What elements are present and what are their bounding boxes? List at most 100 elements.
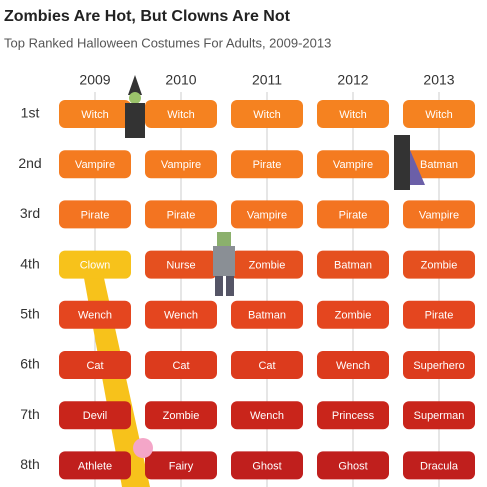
cell-text: Batman — [420, 159, 458, 171]
zombie-figure — [213, 232, 235, 296]
cell-text: Ghost — [338, 460, 367, 472]
cell — [59, 451, 131, 480]
cell-text: Batman — [334, 260, 372, 272]
row-label: 5th — [20, 306, 39, 322]
column-label: 2010 — [165, 72, 196, 88]
cell-text: Vampire — [75, 159, 115, 171]
witch-figure — [125, 75, 145, 138]
cell-text: Vampire — [333, 159, 373, 171]
cell — [145, 300, 217, 329]
cell-text: Wench — [78, 310, 112, 322]
batman-figure — [394, 135, 425, 190]
cell-text: Superman — [414, 410, 465, 422]
cell-text: Princess — [332, 410, 375, 422]
row-label: 1st — [21, 105, 40, 121]
row-label: 2nd — [18, 155, 41, 171]
cell — [317, 200, 389, 229]
cell-text: Cat — [172, 360, 189, 372]
cell — [145, 401, 217, 430]
cell-text: Pirate — [339, 209, 368, 221]
cell-text: Superhero — [413, 360, 464, 372]
row-label: 7th — [20, 406, 39, 422]
cell-text: Vampire — [247, 209, 287, 221]
cell-text: Pirate — [81, 209, 110, 221]
cell — [145, 451, 217, 480]
cell-text: Wench — [250, 410, 284, 422]
grid: 2009 2010 2011 2012 2013 1st Witch Witch Witch Wi… — [18, 72, 475, 480]
cell — [59, 150, 131, 179]
cell — [59, 200, 131, 229]
cell — [403, 451, 475, 480]
cell — [231, 150, 303, 179]
chart-title: Zombies Are Hot, But Clowns Are Not — [4, 8, 291, 25]
cell-text: Clown — [80, 260, 111, 272]
cell-text: Cat — [86, 360, 103, 372]
cell — [231, 351, 303, 379]
cell — [59, 351, 131, 379]
cell-text: Wench — [336, 360, 370, 372]
cell — [317, 150, 389, 179]
cell — [231, 451, 303, 480]
cell — [403, 200, 475, 229]
cell — [317, 351, 389, 379]
cell — [403, 351, 475, 379]
cell — [59, 100, 131, 128]
cell-text: Dracula — [420, 460, 459, 472]
cell — [317, 300, 389, 329]
cell — [145, 351, 217, 379]
cell-text: Athlete — [78, 460, 112, 472]
row-label: 4th — [20, 255, 39, 271]
cell — [317, 451, 389, 480]
cell-text: Cat — [258, 360, 275, 372]
column-label: 2011 — [252, 72, 282, 88]
cell — [145, 250, 217, 279]
column-label: 2012 — [337, 72, 368, 88]
cell — [231, 100, 303, 128]
cell — [317, 401, 389, 430]
column-label: 2009 — [79, 72, 110, 88]
cell-text: Witch — [253, 109, 281, 121]
cell — [145, 150, 217, 179]
cell — [317, 100, 389, 128]
cell-text: Batman — [248, 310, 286, 322]
cell-text: Vampire — [161, 159, 201, 171]
cell — [145, 100, 217, 128]
cell — [317, 250, 389, 279]
chart-subtitle: Top Ranked Halloween Costumes For Adults… — [4, 35, 331, 50]
cell-text: Pirate — [167, 209, 196, 221]
cell — [403, 401, 475, 430]
cell — [231, 200, 303, 229]
column-label: 2013 — [423, 72, 454, 88]
cell-text: Pirate — [425, 310, 454, 322]
cell — [403, 300, 475, 329]
cell-text: Ghost — [252, 460, 281, 472]
cell-text: Pirate — [253, 159, 282, 171]
cell-text: Nurse — [166, 260, 195, 272]
cell-text: Witch — [167, 109, 195, 121]
cell — [403, 150, 475, 179]
cell — [145, 200, 217, 229]
cell-text: Devil — [83, 410, 107, 422]
cell-text: Zombie — [249, 260, 286, 272]
cell-text: Zombie — [163, 410, 200, 422]
cell — [231, 250, 303, 279]
row-label: 6th — [20, 356, 39, 372]
row-label: 3rd — [20, 205, 40, 221]
cell — [59, 250, 131, 279]
cell-text: Vampire — [419, 209, 459, 221]
fairy-figure — [133, 438, 153, 458]
cell — [231, 401, 303, 430]
cell-text: Wench — [164, 310, 198, 322]
cell-text: Zombie — [421, 260, 458, 272]
clown-trail — [84, 278, 150, 487]
cell — [403, 250, 475, 279]
cell-text: Fairy — [169, 460, 194, 472]
cell-text: Witch — [81, 109, 109, 121]
cell-text: Witch — [425, 109, 453, 121]
cell — [403, 100, 475, 128]
cell — [59, 401, 131, 430]
cell — [59, 300, 131, 329]
cell-text: Zombie — [335, 310, 372, 322]
cell — [231, 300, 303, 329]
